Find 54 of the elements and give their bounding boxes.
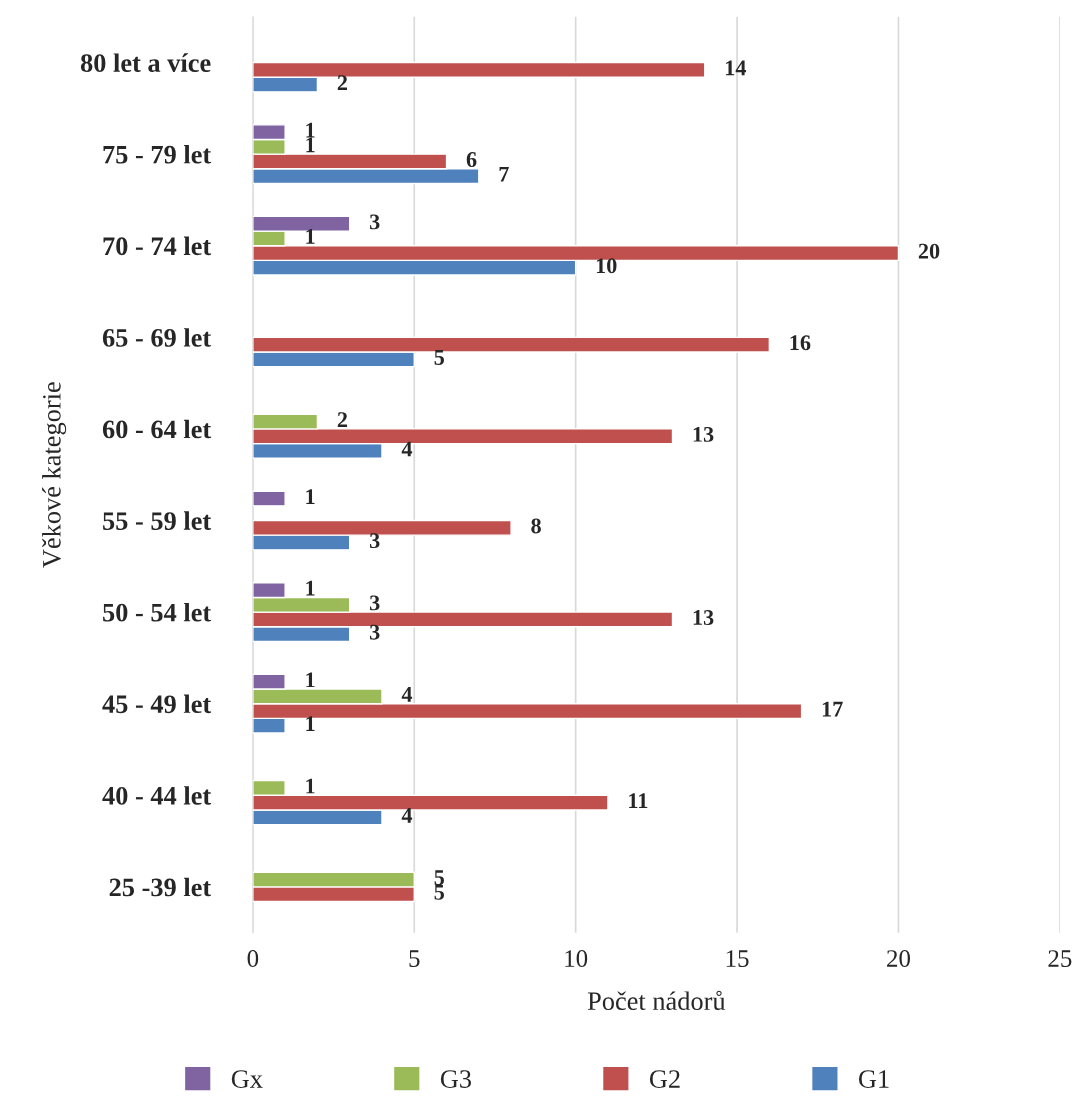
legend-label: G1 <box>858 1070 889 1088</box>
data-label: 1 <box>306 229 315 244</box>
data-label: 13 <box>693 610 714 626</box>
y-tick-label: 25 -39 let <box>109 877 212 897</box>
y-tick-label: 75 - 79 let <box>103 144 212 164</box>
data-label: 7 <box>499 166 509 182</box>
data-label: 2 <box>337 75 348 90</box>
y-tick-label: 45 - 49 let <box>102 694 212 714</box>
data-label: 1 <box>306 122 315 138</box>
data-label: 1 <box>306 672 315 688</box>
y-tick-label: 70 - 74 let <box>103 236 212 256</box>
x-tick-label: 0 <box>247 950 259 967</box>
data-label: 17 <box>822 701 843 717</box>
data-label: 16 <box>790 335 811 351</box>
x-tick-label: 25 <box>1048 950 1072 967</box>
y-tick-label: 65 - 69 let <box>102 328 212 347</box>
data-label: 10 <box>596 258 617 274</box>
data-label: 14 <box>726 60 747 76</box>
data-label: 4 <box>401 441 413 457</box>
x-tick-label: 5 <box>409 950 420 967</box>
data-label: 3 <box>369 595 380 611</box>
data-label: 1 <box>306 580 315 596</box>
y-tick-label: 55 - 59 let <box>103 511 212 530</box>
y-tick-label: 50 - 54 let <box>103 602 212 622</box>
legend-label: G2 <box>649 1070 680 1088</box>
data-label: 1 <box>306 489 315 504</box>
legend-label: Gx <box>231 1070 263 1088</box>
data-label: 8 <box>531 518 541 534</box>
data-label: 4 <box>401 808 413 823</box>
legend-label: G3 <box>440 1070 471 1088</box>
data-label: 1 <box>306 716 315 732</box>
x-tick-label: 10 <box>565 950 588 967</box>
data-label: 2 <box>337 412 348 427</box>
y-axis-title: Věkové kategorie <box>42 382 67 568</box>
data-label: 1 <box>306 778 315 794</box>
x-axis-title: Počet nádorů <box>587 990 726 1011</box>
data-label: 5 <box>434 350 444 365</box>
x-tick-label: 15 <box>726 950 749 967</box>
y-tick-label: 80 let a více <box>80 53 211 72</box>
data-label: 4 <box>401 687 413 702</box>
data-label: 3 <box>369 624 380 640</box>
x-tick-label: 20 <box>887 950 911 967</box>
y-tick-label: 40 - 44 let <box>102 786 212 805</box>
data-label: 13 <box>693 426 714 442</box>
data-label: 20 <box>918 243 940 259</box>
data-label: 1 <box>306 137 315 153</box>
bar <box>252 490 286 507</box>
data-label: 5 <box>434 870 444 886</box>
data-label: 11 <box>629 793 648 808</box>
data-label: 3 <box>369 533 380 549</box>
data-label: 6 <box>466 152 477 168</box>
data-label: 3 <box>369 214 380 230</box>
y-tick-label: 60 - 64 let <box>102 419 212 439</box>
data-label: 5 <box>434 885 444 900</box>
